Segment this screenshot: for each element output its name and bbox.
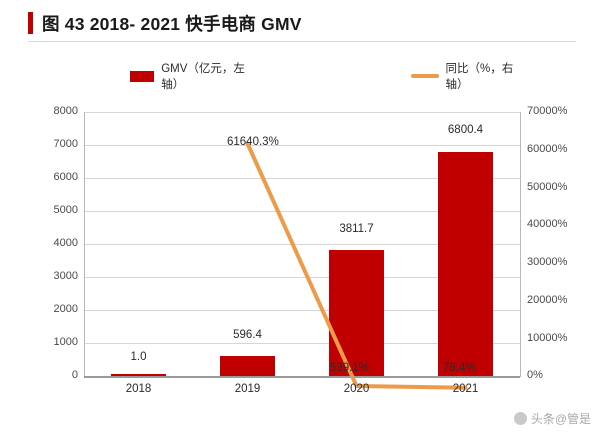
y-axis-left [84, 112, 85, 377]
bar-label-2020: 3811.7 [339, 223, 374, 235]
chart-legend: GMV（亿元，左轴） 同比（%，右轴） [130, 60, 530, 92]
x-tick-2021: 2021 [452, 383, 479, 395]
legend-label-yoy: 同比（%，右轴） [445, 63, 514, 91]
watermark-text: 头条@管是 [530, 412, 591, 426]
y-axis-right [520, 112, 521, 377]
bar-label-2018: 1.0 [130, 351, 147, 363]
y-left-tick-7000: 7000 [53, 138, 78, 150]
x-tick-2020: 2020 [343, 383, 370, 395]
gridline [84, 343, 520, 344]
bars-layer [84, 112, 520, 376]
x-axis [84, 376, 520, 378]
gridline [84, 178, 520, 179]
y-left-tick-6000: 6000 [53, 171, 78, 183]
gridline [84, 112, 520, 113]
bar-2018[interactable] [111, 374, 166, 376]
yoy-line-series [245, 141, 468, 390]
y-left-tick-4000: 4000 [53, 237, 78, 249]
chart-title-bar: 图 43 2018- 2021 快手电商 GMV [28, 8, 302, 38]
gridline [84, 310, 520, 311]
title-accent-bar [28, 12, 33, 34]
gridline [84, 277, 520, 278]
y-left-tick-0: 0 [71, 369, 78, 381]
gridline [84, 244, 520, 245]
y-right-tick-50000: 50000% [527, 181, 568, 193]
y-right-tick-20000: 20000% [527, 294, 568, 306]
y-left-tick-5000: 5000 [53, 204, 78, 216]
y-left-tick-2000: 2000 [53, 303, 78, 315]
gridline [84, 145, 520, 146]
watermark: 头条@管是 [513, 410, 591, 427]
y-right-tick-60000: 60000% [527, 143, 568, 155]
bar-group-2018 [84, 112, 193, 376]
y-left-tick-8000: 8000 [53, 105, 78, 117]
x-tick-2019: 2019 [234, 383, 261, 395]
bar-group-2020 [302, 112, 411, 376]
y-right-tick-30000: 30000% [527, 256, 568, 268]
legend-swatch-line-icon [410, 74, 439, 78]
y-left-tick-3000: 3000 [53, 270, 78, 282]
page-title: 图 43 2018- 2021 快手电商 GMV [42, 13, 302, 34]
y-right-tick-70000: 70000% [527, 105, 568, 117]
line-label-2019: 61640.3% [227, 136, 279, 148]
plot-area: 8000 7000 6000 5000 4000 3000 2000 1000 … [0, 100, 603, 400]
legend-label-gmv: GMV（亿元，左轴） [161, 63, 245, 91]
bar-2019[interactable] [220, 356, 275, 376]
legend-item-gmv: GMV（亿元，左轴） [130, 60, 261, 92]
y-right-tick-10000: 10000% [527, 332, 568, 344]
gridline [84, 211, 520, 212]
bar-group-2021 [411, 112, 520, 376]
bar-label-2021: 6800.4 [447, 124, 484, 136]
legend-swatch-bar-icon [130, 70, 155, 82]
line-label-2020: 539.1% [330, 362, 370, 374]
yoy-line-path [245, 141, 468, 390]
bar-group-2019 [193, 112, 302, 376]
bar-label-2019: 596.4 [233, 329, 262, 341]
legend-item-yoy: 同比（%，右轴） [410, 60, 530, 92]
bar-2021[interactable] [438, 152, 493, 376]
line-label-2021: 78.4% [443, 362, 476, 374]
x-tick-2018: 2018 [125, 383, 152, 395]
y-right-tick-40000: 40000% [527, 218, 568, 230]
title-divider [28, 41, 576, 42]
y-right-tick-0: 0% [527, 369, 543, 381]
y-left-tick-1000: 1000 [53, 336, 78, 348]
watermark-icon [513, 412, 527, 425]
bar-2020[interactable] [329, 250, 384, 376]
